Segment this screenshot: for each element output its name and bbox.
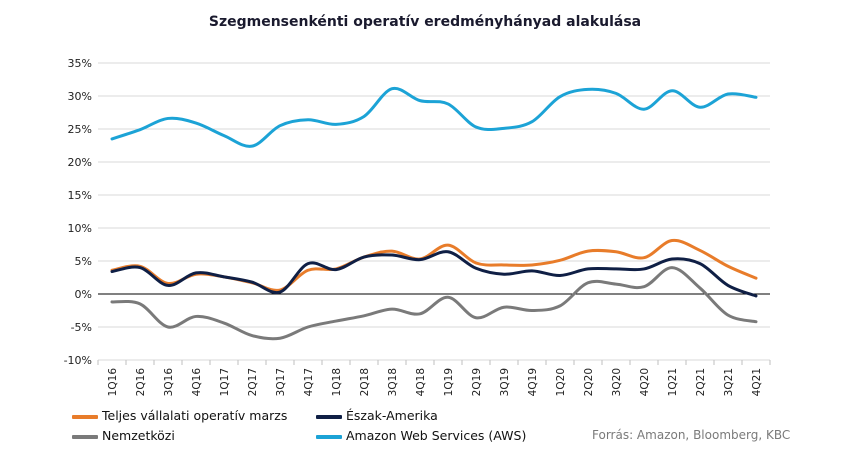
series-lines — [110, 86, 758, 341]
legend-label-north-america: Észak-Amerika — [346, 408, 438, 423]
series-line-total — [110, 238, 758, 292]
legend-swatch-aws — [316, 434, 342, 439]
x-tick-label: 3Q21 — [723, 368, 735, 396]
x-tick-label: 1Q19 — [443, 368, 455, 396]
x-tick-label: 1Q16 — [107, 368, 119, 397]
y-tick-label: 35% — [68, 57, 92, 70]
axes: -10% -5% 0% 5% 10% 15% 20% 25% 30% 35% 1Q16 2Q16 3Q1… — [64, 57, 771, 397]
x-tick-label: 4Q20 — [639, 368, 651, 396]
x-tick-label: 3Q18 — [387, 368, 399, 396]
x-tick-label: 3Q16 — [163, 368, 175, 397]
legend-swatch-international — [72, 434, 98, 439]
x-tick-label: 4Q18 — [415, 368, 427, 396]
legend-swatch-total — [72, 414, 98, 419]
legend-swatch-north-america — [316, 414, 342, 419]
x-tick-label: 1Q18 — [331, 368, 343, 396]
x-tick-label: 4Q16 — [191, 368, 203, 397]
legend-item-aws: Amazon Web Services (AWS) — [316, 428, 526, 443]
x-tick-label: 2Q19 — [471, 368, 483, 396]
x-tick-label: 3Q17 — [275, 368, 287, 396]
legend-label-international: Nemzetközi — [102, 428, 175, 443]
x-tick-label: 1Q21 — [667, 368, 679, 396]
x-tick-label: 1Q17 — [219, 368, 231, 396]
x-tick-label: 2Q18 — [359, 368, 371, 396]
chart-title: Szegmensenkénti operatív eredményhányad … — [208, 14, 642, 30]
y-tick-label: 10% — [68, 222, 92, 235]
legend-label-total: Teljes vállalati operatív marzs — [102, 408, 288, 423]
legend-label-aws: Amazon Web Services (AWS) — [346, 428, 527, 443]
y-tick-label: 20% — [68, 156, 92, 169]
y-tick-label: -5% — [71, 321, 92, 334]
legend-item-north-america: Észak-Amerika — [316, 408, 438, 423]
legend-item-total: Teljes vállalati operatív marzs — [72, 408, 287, 423]
y-tick-label: -10% — [64, 354, 92, 367]
x-tick-label: 2Q16 — [135, 368, 147, 397]
x-tick-label: 2Q17 — [247, 368, 259, 396]
y-tick-label: 30% — [68, 90, 92, 103]
series-line-aws — [110, 86, 758, 148]
source-note: Forrás: Amazon, Bloomberg, KBC — [592, 428, 791, 442]
x-tick-label: 4Q21 — [751, 368, 763, 396]
legend-item-international: Nemzetközi — [72, 428, 175, 443]
series-line-north-america — [110, 250, 758, 298]
x-tick-label: 2Q21 — [695, 368, 707, 396]
x-tick-label: 4Q17 — [303, 368, 315, 396]
x-tick-label: 3Q19 — [499, 368, 511, 396]
x-tick-label: 3Q20 — [611, 368, 623, 396]
series-line-international — [110, 266, 758, 341]
x-tick-label: 1Q20 — [555, 368, 567, 396]
y-tick-label: 0% — [75, 288, 92, 301]
y-tick-label: 25% — [68, 123, 92, 136]
x-tick-label: 2Q20 — [583, 368, 595, 396]
x-tick-label: 4Q19 — [527, 368, 539, 396]
y-tick-label: 15% — [68, 189, 92, 202]
y-tick-label: 5% — [75, 255, 92, 268]
